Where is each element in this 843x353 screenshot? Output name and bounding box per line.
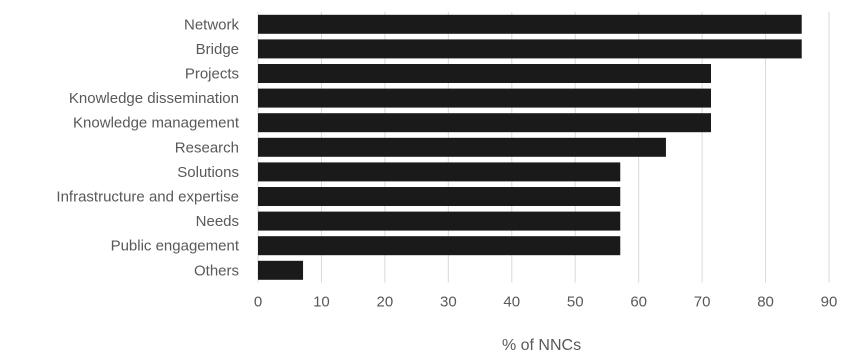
- x-tick-label: 10: [313, 294, 330, 311]
- category-label: Projects: [185, 66, 239, 83]
- category-label: Solutions: [177, 164, 239, 181]
- category-label: Public engagement: [111, 238, 240, 255]
- x-tick-label: 30: [440, 294, 457, 311]
- x-axis-title: % of NNCs: [502, 337, 581, 353]
- bar: [258, 64, 711, 83]
- bar: [258, 14, 802, 34]
- bar: [258, 162, 621, 182]
- category-labels: Network Bridge Projects Knowledge dissemina…: [56, 16, 239, 279]
- category-label: Research: [175, 139, 239, 156]
- bars: [258, 14, 802, 280]
- category-label: Knowledge management: [73, 115, 240, 132]
- bar: [258, 260, 304, 280]
- category-label: Network: [184, 16, 240, 33]
- x-tick-labels: 0 10 20 30 40 50 60 70 80 90: [254, 294, 838, 311]
- bar: [258, 137, 666, 157]
- category-label: Needs: [196, 213, 239, 230]
- category-label: Knowledge dissemination: [69, 90, 239, 107]
- x-tick-label: 20: [377, 294, 394, 311]
- x-tick-label: 90: [821, 294, 838, 311]
- category-label: Infrastructure and expertise: [56, 189, 239, 206]
- x-tick-label: 50: [567, 294, 584, 311]
- category-label: Others: [194, 262, 239, 279]
- bar: [258, 39, 802, 59]
- x-tick-label: 70: [694, 294, 711, 311]
- bar: [258, 88, 711, 108]
- x-tick-label: 40: [503, 294, 520, 311]
- bar: [258, 113, 711, 133]
- category-label: Bridge: [196, 41, 239, 58]
- x-tick-label: 0: [254, 294, 262, 311]
- bar: [258, 211, 621, 231]
- bar: [258, 187, 621, 206]
- bar: [258, 236, 621, 256]
- x-tick-label: 60: [630, 294, 647, 311]
- x-tick-label: 80: [757, 294, 774, 311]
